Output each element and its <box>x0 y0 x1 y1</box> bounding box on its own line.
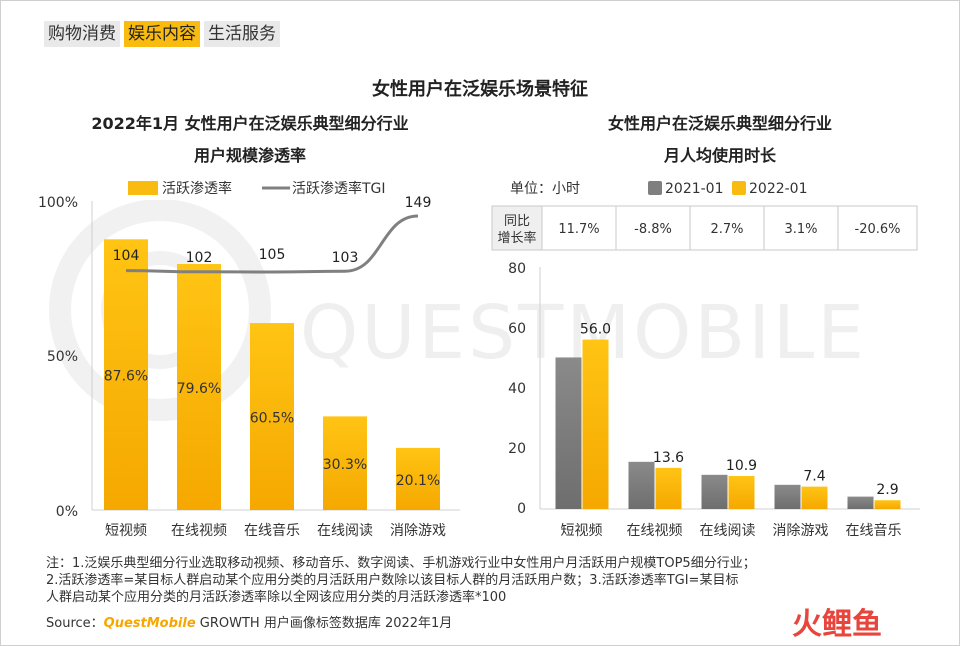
y-tick-label: 40 <box>508 381 526 397</box>
category-tabs: 购物消费 娱乐内容 生活服务 <box>44 21 280 47</box>
bar-2021 <box>774 484 801 509</box>
unit-label: 单位：小时 <box>510 181 580 197</box>
growth-value: 11.7% <box>558 222 599 237</box>
logo: 火鲤鱼 <box>792 607 882 640</box>
tab-shopping[interactable]: 购物消费 <box>44 21 120 47</box>
y-tick-label: 100% <box>38 195 78 211</box>
footnote-line: 注：1.泛娱乐典型细分行业选取移动视频、移动音乐、数字阅读、手机游戏行业中女性用… <box>46 556 756 571</box>
y-tick-label: 0 <box>517 501 526 517</box>
x-tick-label: 短视频 <box>561 523 603 539</box>
logo-text: 火鲤鱼 <box>792 607 882 640</box>
bar-2021 <box>701 474 728 509</box>
left-chart-title-line1: 2022年1月 女性用户在泛娱乐典型细分行业 <box>91 114 409 133</box>
x-tick-label: 消除游戏 <box>390 523 446 539</box>
bar-2022 <box>801 486 828 509</box>
bar-value-label: 56.0 <box>580 322 611 338</box>
x-tick-label: 在线音乐 <box>244 522 300 539</box>
y-tick-label: 60 <box>508 321 526 337</box>
bar-value-label: 13.6 <box>653 450 684 466</box>
bar-penetration <box>323 416 367 510</box>
bar-2021 <box>847 496 874 509</box>
legend-label-penetration: 活跃渗透率 <box>162 180 232 197</box>
bar-value-label: 87.6% <box>104 369 148 385</box>
footnote-line: 2.活跃渗透率=某目标人群启动某个应用分类的月活跃用户数除以该目标人群的月活跃用… <box>46 573 739 588</box>
tgi-value-label: 102 <box>186 250 213 266</box>
legend-swatch-2022 <box>732 181 746 195</box>
tgi-value-label: 104 <box>113 248 140 264</box>
legend-swatch-penetration <box>128 181 158 195</box>
x-tick-label: 在线视频 <box>627 523 683 539</box>
x-tick-label: 消除游戏 <box>773 523 829 539</box>
y-tick-label: 20 <box>508 441 526 457</box>
x-tick-label: 在线阅读 <box>317 522 373 539</box>
legend-label-tgi: 活跃渗透率TGI <box>292 180 386 197</box>
tab-entertainment[interactable]: 娱乐内容 <box>124 21 200 47</box>
source-line: Source：QuestMobile GROWTH 用户画像标签数据库 2022… <box>46 612 452 631</box>
growth-table-border <box>491 205 918 251</box>
source-prefix: Source： <box>46 616 104 631</box>
bar-value-label: 20.1% <box>396 473 440 489</box>
right-chart-title-line1: 女性用户在泛娱乐典型细分行业 <box>607 114 832 133</box>
growth-table-header-line1: 同比 <box>504 214 530 229</box>
bar-value-label: 79.6% <box>177 381 221 397</box>
legend-label-2022: 2022-01 <box>749 181 808 197</box>
bar-penetration <box>396 447 440 510</box>
footnote-line: 人群启动某个应用分类的月活跃渗透率除以全网该应用分类的月活跃渗透率*100 <box>46 590 507 605</box>
bar-penetration <box>177 264 221 510</box>
bar-2022 <box>582 339 609 509</box>
growth-value: 2.7% <box>710 222 743 237</box>
left-chart-title: 2022年1月 女性用户在泛娱乐典型细分行业 用户规模渗透率 <box>40 108 460 172</box>
growth-table-header-cell <box>491 205 543 251</box>
source-brand: QuestMobile <box>103 616 196 631</box>
growth-table: 同比 增长率 11.7% -8.8% 2.7% 3.1% -20.6% <box>491 205 918 251</box>
tab-life-service[interactable]: 生活服务 <box>204 21 280 47</box>
penetration-chart: 活跃渗透率 活跃渗透率TGI 100% 50% 0% 87.6% 短视频 79.6%… <box>38 180 460 539</box>
bar-value-label: 2.9 <box>876 482 898 498</box>
bar-2022 <box>655 467 682 509</box>
growth-table-header-line2: 增长率 <box>497 230 536 246</box>
left-chart-title-line2: 用户规模渗透率 <box>193 146 306 165</box>
legend-swatch-2021 <box>648 181 662 195</box>
bar-2021 <box>628 461 655 509</box>
x-tick-label: 在线音乐 <box>846 522 902 539</box>
footnotes: 注：1.泛娱乐典型细分行业选取移动视频、移动音乐、数字阅读、手机游戏行业中女性用… <box>46 555 906 606</box>
right-chart-title-line2: 月人均使用时长 <box>663 146 776 165</box>
watermark-text: QUESTMOBILE <box>300 290 868 376</box>
tgi-value-label: 149 <box>405 195 432 211</box>
x-tick-label: 在线阅读 <box>700 522 756 539</box>
y-tick-label: 0% <box>56 504 78 520</box>
x-tick-label: 在线视频 <box>171 523 227 539</box>
bar-value-label: 30.3% <box>323 457 367 473</box>
right-chart-title: 女性用户在泛娱乐典型细分行业 月人均使用时长 <box>510 108 930 172</box>
tgi-value-label: 103 <box>332 250 359 266</box>
bar-2022 <box>874 500 901 509</box>
legend-label-2021: 2021-01 <box>665 181 724 197</box>
tgi-value-label: 105 <box>259 247 286 263</box>
growth-value: 3.1% <box>784 222 817 237</box>
bar-penetration <box>250 323 294 510</box>
growth-value: -20.6% <box>855 222 901 237</box>
bar-2021 <box>555 357 582 509</box>
page-title: 女性用户在泛娱乐场景特征 <box>372 79 588 100</box>
x-tick-label: 短视频 <box>105 523 147 539</box>
y-tick-label: 50% <box>47 349 78 365</box>
usage-time-chart: 单位：小时 2021-01 2022-01 同比 增长率 11.7% -8.8% 2… <box>491 181 920 539</box>
bar-value-label: 10.9 <box>726 458 757 474</box>
bar-2022 <box>728 476 755 509</box>
bar-penetration <box>104 239 148 510</box>
bar-value-label: 60.5% <box>250 411 294 427</box>
growth-value: -8.8% <box>634 222 672 237</box>
y-tick-label: 80 <box>508 261 526 277</box>
tgi-line <box>125 214 419 274</box>
source-suffix: GROWTH 用户画像标签数据库 2022年1月 <box>195 616 453 631</box>
bar-value-label: 7.4 <box>803 469 825 485</box>
